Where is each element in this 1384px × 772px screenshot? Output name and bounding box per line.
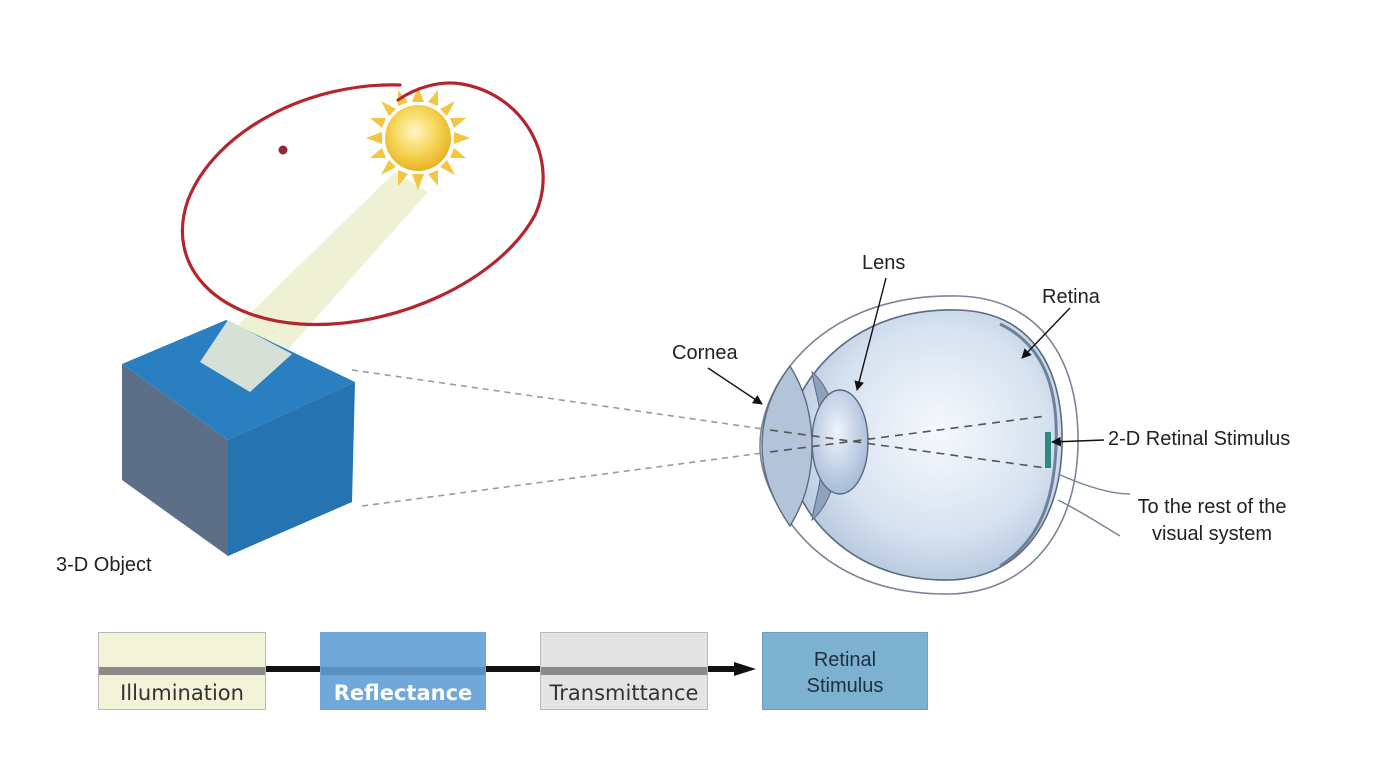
retinal-stimulus-box: Retinal Stimulus — [762, 632, 928, 710]
reflectance-label: Reflectance — [333, 681, 473, 705]
retinal-stimulus-mark — [1045, 432, 1051, 468]
cornea-leader — [707, 367, 763, 405]
reflectance-band — [321, 667, 485, 675]
projection-line-bottom — [361, 451, 771, 507]
retinal-line-1: Retinal — [813, 649, 877, 671]
sun-icon — [366, 86, 470, 190]
eye-ray-top — [769, 429, 1047, 469]
illumination-label: Illumination — [120, 681, 244, 705]
annotation-loop — [180, 81, 545, 327]
cube-right-face — [228, 382, 355, 556]
cornea — [761, 364, 813, 528]
transmittance-label: Transmittance — [549, 681, 699, 705]
transmittance-band — [541, 667, 707, 675]
cornea-label: Cornea — [672, 342, 738, 364]
retinal-line-2: Stimulus — [806, 675, 884, 697]
retina-label: Retina — [1042, 286, 1100, 308]
annotation-dot — [278, 145, 288, 155]
cube-icon — [122, 320, 355, 556]
illumination-box: Illumination — [98, 632, 266, 710]
rest-line-1: To the rest of the — [1137, 496, 1287, 518]
lens — [811, 389, 869, 495]
retinal-stimulus-2d-label: 2-D Retinal Stimulus — [1108, 428, 1291, 450]
rest-line-2: visual system — [1151, 523, 1273, 545]
eye-ray-bottom — [769, 415, 1047, 453]
cube-front-face — [122, 364, 228, 556]
illumination-band — [99, 667, 265, 675]
lens-label: Lens — [862, 252, 906, 274]
flow-arrow — [260, 662, 756, 676]
eye-icon — [759, 295, 1131, 595]
lens-leader — [854, 277, 887, 391]
stimulus-leader — [1051, 436, 1105, 447]
transmittance-box: Transmittance — [540, 632, 708, 710]
projection-line-top — [351, 369, 771, 431]
cube-light-patch — [200, 320, 292, 392]
object-label: 3-D Object — [56, 554, 152, 576]
retinal-stimulus-box-text: Retinal Stimulus — [763, 647, 927, 699]
reflectance-box: Reflectance — [320, 632, 486, 710]
rest-of-visual-system-label: To the rest of the visual system — [1120, 496, 1304, 546]
eye-globe — [787, 309, 1063, 581]
optic-nerve — [1057, 473, 1131, 537]
retina-leader — [1021, 307, 1071, 359]
